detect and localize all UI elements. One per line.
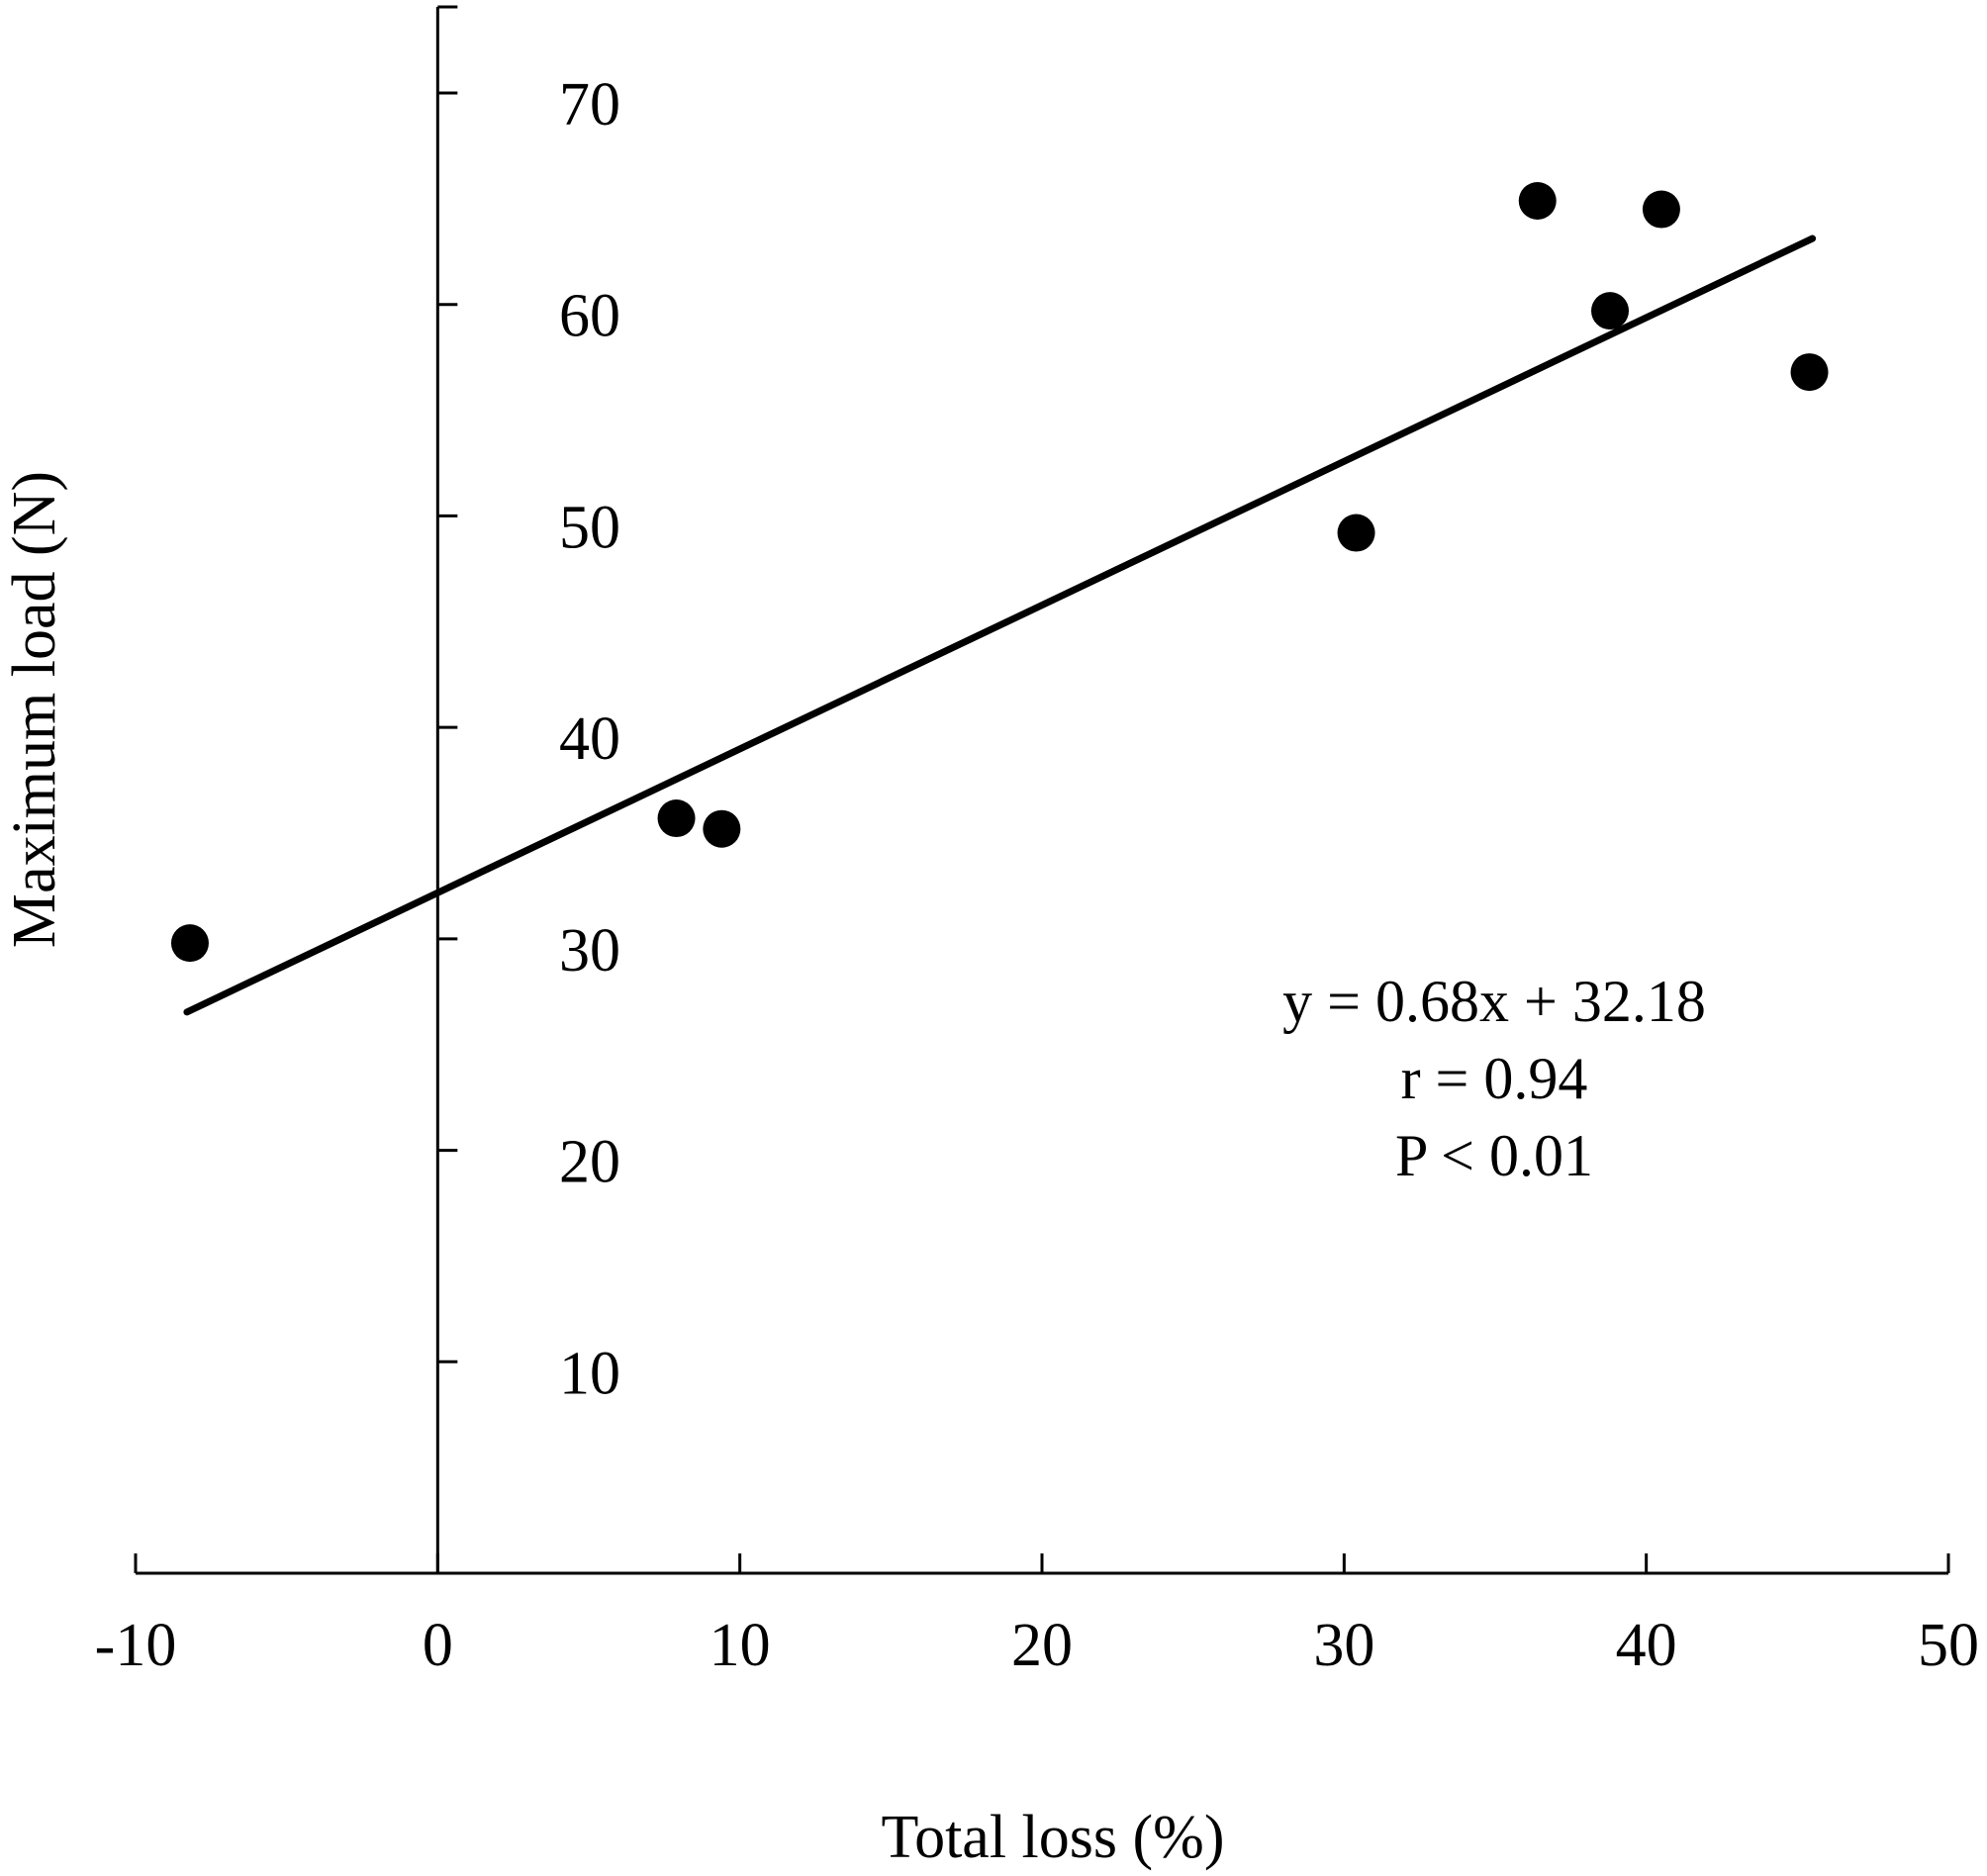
x-tick-label: -10 xyxy=(95,1612,177,1679)
data-point xyxy=(657,799,696,838)
data-point xyxy=(1337,514,1375,552)
correlation-coefficient: r = 0.94 xyxy=(1401,1046,1588,1111)
data-points xyxy=(170,181,1829,963)
x-tick-label: 20 xyxy=(1011,1612,1073,1679)
data-point xyxy=(1518,181,1557,220)
y-tick-label: 50 xyxy=(559,494,620,561)
x-tick-label: 40 xyxy=(1616,1612,1677,1679)
x-tick-label: 50 xyxy=(1918,1612,1979,1679)
y-tick-label: 40 xyxy=(559,705,620,773)
x-axis-title: Total loss (%) xyxy=(882,1804,1225,1871)
x-tick-label: 10 xyxy=(710,1612,771,1679)
data-point xyxy=(1642,190,1680,229)
data-point xyxy=(1790,353,1829,392)
x-tick-label: 30 xyxy=(1313,1612,1374,1679)
y-tick-label: 60 xyxy=(559,283,620,350)
y-axis-title: Maximum load (N) xyxy=(1,471,68,948)
regression-equation: y = 0.68x + 32.18 xyxy=(1282,969,1706,1034)
trendline-group xyxy=(183,234,1817,1016)
y-tick-label: 30 xyxy=(559,917,620,985)
data-point xyxy=(170,924,209,963)
y-tick-label: 10 xyxy=(559,1340,620,1407)
x-tick-label: 0 xyxy=(423,1612,453,1679)
y-tick-label: 20 xyxy=(559,1129,620,1196)
p-value: P < 0.01 xyxy=(1395,1123,1593,1188)
y-tick-label: 70 xyxy=(559,71,620,139)
axes: -10 0 10 20 30 40 50 10 20 30 40 50 60 70 xyxy=(95,5,1979,1679)
data-point xyxy=(1591,292,1630,330)
trendline xyxy=(183,234,1817,1016)
data-point xyxy=(703,809,741,848)
